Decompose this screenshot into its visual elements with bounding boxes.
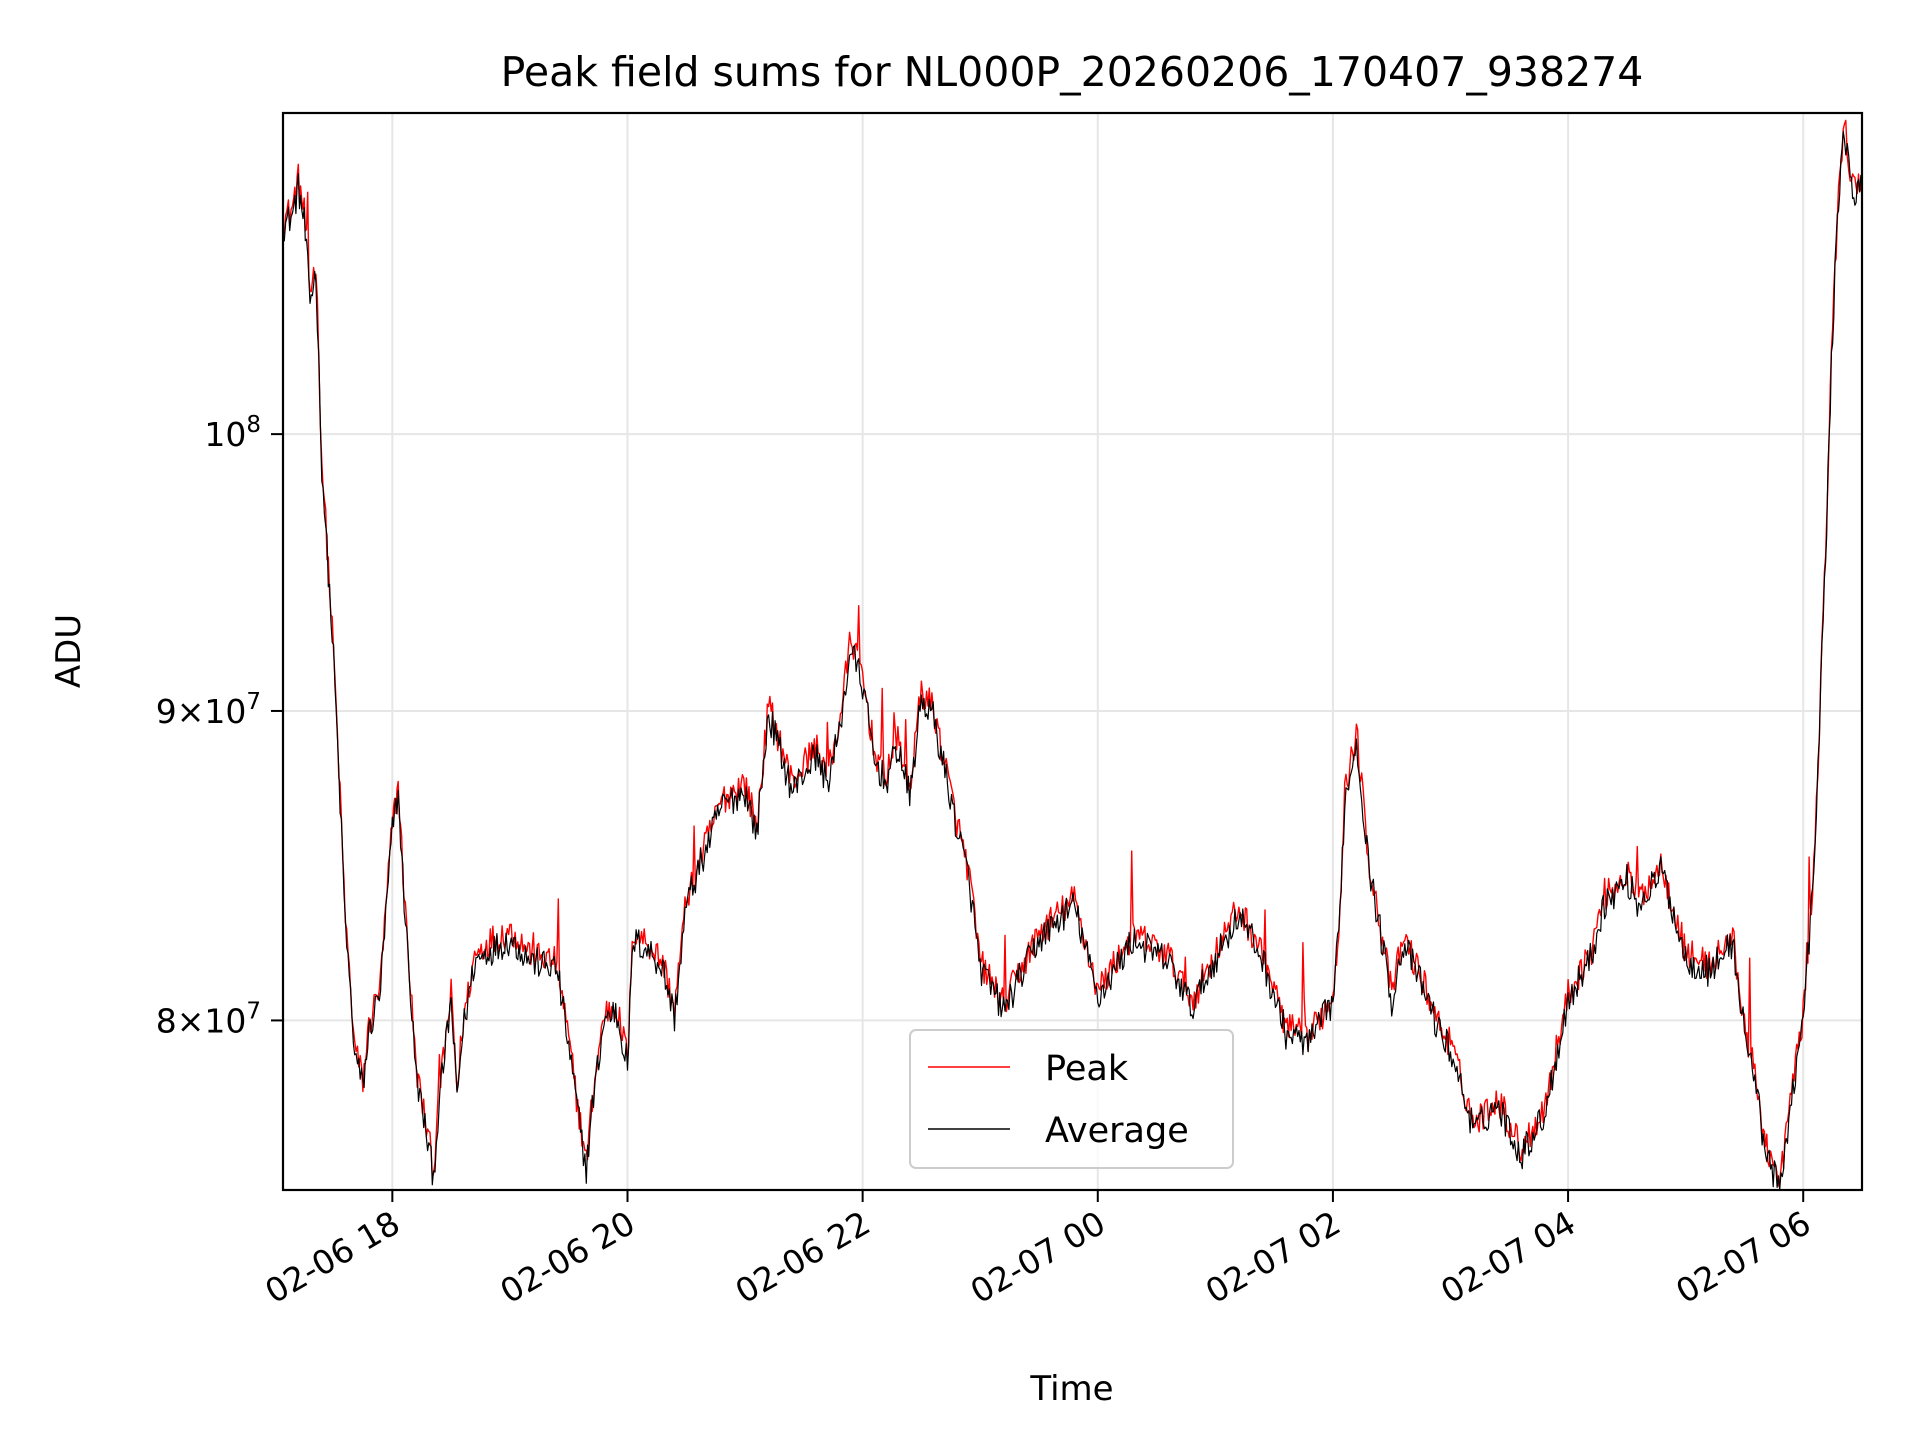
y-tick-label: 108: [204, 412, 261, 454]
y-axis-label: ADU: [49, 614, 89, 688]
y-tick-label: 8×107: [156, 998, 261, 1040]
plot-lines: [282, 119, 1863, 1191]
series-line-average: [282, 130, 1863, 1191]
x-axis-label: Time: [1029, 1369, 1113, 1409]
legend-box: [909, 1029, 1234, 1169]
y-tick-label: 9×107: [156, 689, 261, 731]
legend-peak-label: Peak: [1045, 1049, 1129, 1089]
chart-title: Peak field sums for NL000P_20260206_1704…: [501, 48, 1644, 96]
plot-area-frame: [281, 111, 1864, 1192]
legend: Peak Average: [909, 1029, 1234, 1169]
grid: [283, 113, 1862, 1190]
y-axis: 8×107 9×107 108: [156, 412, 283, 1040]
legend-average-label: Average: [1045, 1111, 1189, 1151]
